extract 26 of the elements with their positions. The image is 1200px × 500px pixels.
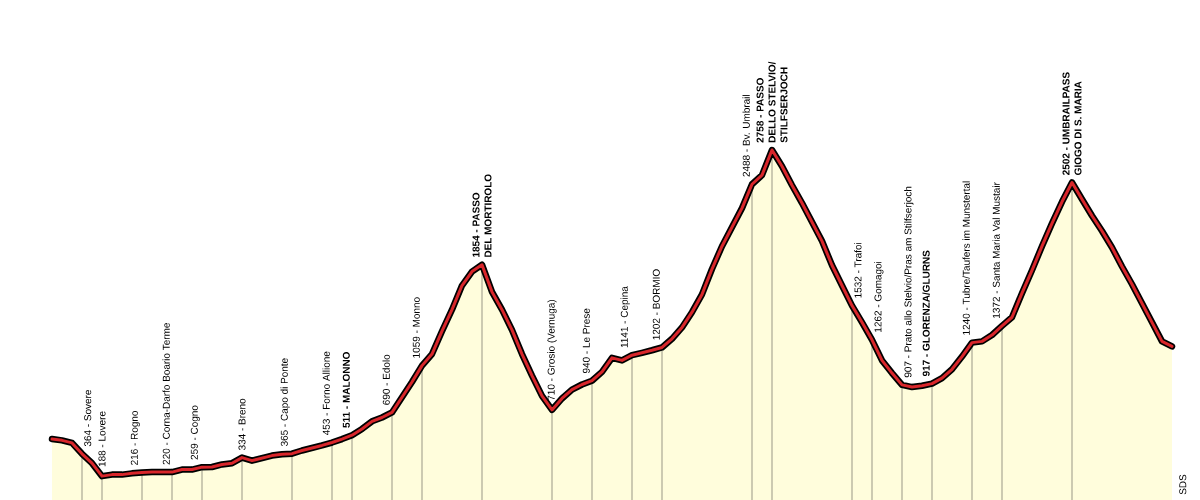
data-label: 917 - GLORENZA/GLURNS [922, 250, 930, 377]
data-label: 334 - Breno [238, 398, 246, 451]
data-label: 511 - MALONNO [342, 351, 350, 428]
data-label: 2502 - UMBRAILPASS GIOGO DI S. MARIA [1062, 72, 1082, 175]
data-label: 2758 - PASSO DELLO STELVIO/ STILFSERJOCH [756, 61, 788, 143]
data-label: 216 - Rogno [130, 410, 140, 465]
data-label: 365 - Capo di Ponte [280, 358, 290, 447]
data-label: 907 - Prato allo Stelvio/Pras am Stilfserjoch [904, 186, 914, 378]
text: SDS [1179, 474, 1187, 495]
data-label: 1532 - Trafoi [854, 242, 862, 298]
data-label: 259 - Cogno [190, 405, 200, 460]
data-label: 940 - Le Prese [582, 308, 590, 374]
data-label: 364 - Sovere [84, 390, 92, 447]
data-label: 2488 - Bv. Umbrail [742, 95, 750, 177]
data-label: 1262 - Gomagoi [874, 261, 884, 332]
data-label: 188 - Lovere [98, 411, 106, 467]
data-label: 710 - Grosio (Vernuga) [547, 299, 557, 401]
data-label: 220 - Corna-Darfo Boario Terme [162, 323, 170, 465]
data-label: 1202 - BORMIO [652, 269, 660, 340]
data-label: 690 - Edolo [382, 354, 390, 405]
data-label: 453 - Forno Allione [322, 351, 330, 436]
data-label: 1141 - Cepina [620, 286, 630, 348]
data-label: 1240 - Tubre/Taufers im Munstertal [962, 181, 970, 335]
data-label: 1059 - Monno [412, 297, 420, 358]
data-label: 1854 - PASSO DEL MORTIROLO [472, 174, 492, 257]
data-label: 1372 - Santa Maria Val Mustair [992, 182, 1000, 318]
